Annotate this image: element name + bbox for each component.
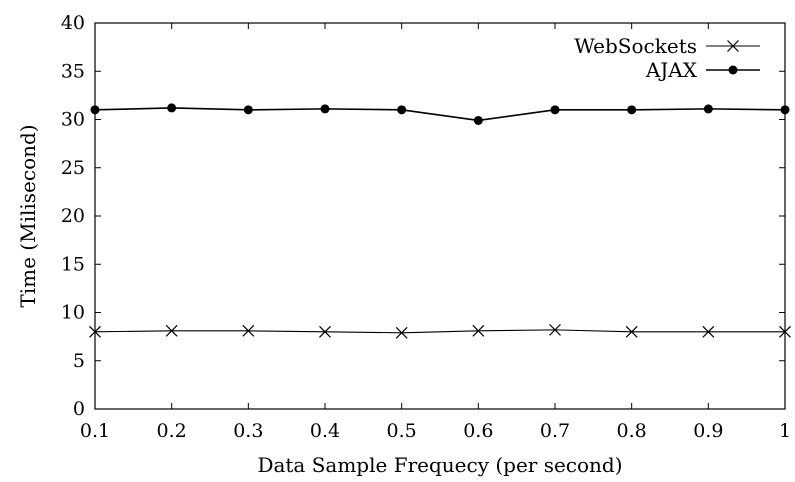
- x-marker-stroke: [549, 323, 561, 336]
- x-marker-stroke: [625, 325, 638, 338]
- x-marker: [727, 40, 739, 52]
- x-tick-label: 0.8: [617, 420, 647, 442]
- circle-marker: [397, 105, 407, 115]
- circle-marker: [627, 105, 637, 115]
- x-marker-stroke: [242, 324, 255, 337]
- x-marker-stroke: [727, 40, 739, 52]
- y-tick-label: 0: [73, 398, 85, 420]
- circle-marker: [90, 105, 100, 115]
- circle-marker: [320, 104, 330, 114]
- series-line-ajax: [94, 107, 786, 122]
- x-marker-stroke: [779, 325, 791, 338]
- y-tick-label: 30: [61, 109, 85, 131]
- circle-marker: [703, 104, 713, 114]
- series-line-websockets: [94, 329, 785, 334]
- x-tick-label: 1: [779, 420, 791, 442]
- legend-label: AJAX: [645, 58, 698, 82]
- x-marker-stroke: [319, 325, 331, 338]
- series-layer: [89, 103, 791, 339]
- series-ajax: [90, 103, 790, 125]
- x-marker-stroke: [472, 324, 485, 337]
- circle-marker: [167, 103, 177, 113]
- y-tick-label: 25: [61, 157, 85, 179]
- x-axis-label: Data Sample Frequecy (per second): [257, 453, 622, 477]
- x-marker: [779, 325, 791, 338]
- x-tick-label: 0.3: [233, 420, 263, 442]
- y-tick-label: 35: [61, 60, 85, 82]
- y-axis: 0 5 10 15 20 25 30 35 40: [61, 12, 785, 420]
- x-marker-stroke: [165, 324, 178, 337]
- x-tick-label: 0.7: [540, 420, 570, 442]
- x-marker: [625, 325, 638, 338]
- x-tick-label: 0.4: [310, 420, 340, 442]
- x-marker: [319, 325, 331, 338]
- circle-marker: [473, 115, 483, 125]
- circle-marker: [728, 65, 738, 75]
- x-tick-label: 0.9: [693, 420, 723, 442]
- series-websockets: [89, 323, 791, 339]
- circle-marker: [780, 105, 790, 115]
- x-tick-label: 0.1: [80, 420, 110, 442]
- x-marker-stroke: [89, 325, 101, 338]
- legend-item-ajax: AJAX: [645, 58, 760, 82]
- x-marker: [89, 325, 101, 338]
- y-tick-label: 20: [61, 205, 85, 227]
- x-tick-label: 0.5: [387, 420, 417, 442]
- x-marker: [395, 326, 408, 339]
- x-marker-stroke: [702, 325, 715, 338]
- circle-marker: [550, 105, 560, 115]
- y-tick-label: 40: [61, 12, 85, 34]
- legend-label: WebSockets: [574, 34, 697, 58]
- x-tick-label: 0.6: [463, 420, 493, 442]
- y-tick-label: 10: [61, 302, 85, 324]
- x-marker-stroke: [395, 326, 408, 339]
- y-tick-label: 5: [73, 350, 85, 372]
- x-axis: 0.1 0.2 0.3 0.4 0.5 0.6 0.7 0.8 0.9 1: [80, 23, 791, 442]
- x-marker: [702, 325, 715, 338]
- x-marker: [242, 324, 255, 337]
- legend-item-websockets: WebSockets: [574, 34, 760, 58]
- x-marker: [165, 324, 178, 337]
- y-tick-label: 15: [61, 253, 85, 275]
- circle-marker: [243, 105, 253, 115]
- y-axis-label: Time (Milisecond): [16, 124, 40, 307]
- x-tick-label: 0.2: [157, 420, 187, 442]
- x-marker: [472, 324, 485, 337]
- x-marker: [549, 323, 561, 336]
